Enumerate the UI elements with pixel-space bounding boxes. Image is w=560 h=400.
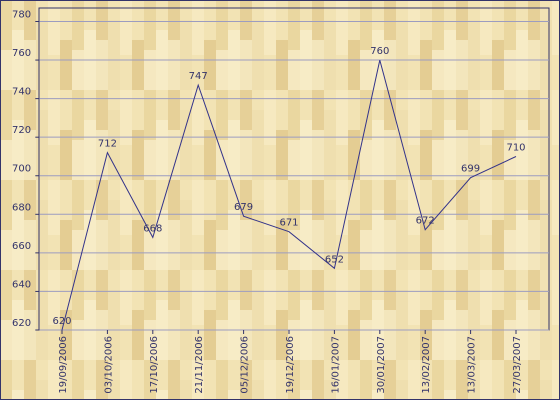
y-tick-label: 700	[12, 164, 31, 175]
x-tick-label: 19/09/2006	[58, 336, 69, 394]
x-tick-label: 19/12/2006	[285, 336, 296, 394]
data-label: 652	[325, 254, 344, 265]
y-tick-label: 760	[12, 48, 31, 59]
data-label: 710	[506, 142, 525, 153]
data-label: 679	[234, 202, 253, 213]
data-label: 668	[143, 223, 162, 234]
data-label: 699	[461, 164, 480, 175]
y-tick-label: 740	[12, 87, 31, 98]
data-label: 712	[98, 139, 117, 150]
x-tick-label: 05/12/2006	[240, 336, 251, 394]
data-label: 672	[416, 216, 435, 227]
line	[61, 59, 517, 331]
x-tick-label: 03/10/2006	[103, 336, 114, 394]
y-tick-label: 620	[12, 318, 31, 329]
x-tick-label: 30/01/2007	[376, 336, 387, 394]
y-tick-label: 780	[12, 9, 31, 20]
y-tick-label: 680	[12, 202, 31, 213]
data-label: 747	[189, 71, 208, 82]
x-tick-label: 13/03/2007	[467, 336, 478, 394]
x-tick-label: 27/03/2007	[512, 336, 523, 394]
y-tick-label: 720	[12, 125, 31, 136]
x-tick-label: 13/02/2007	[421, 336, 432, 394]
data-label: 671	[279, 218, 298, 229]
y-tick-label: 640	[12, 279, 31, 290]
y-tick-label: 660	[12, 241, 31, 252]
x-tick-label: 17/10/2006	[149, 336, 160, 394]
data-label: 760	[370, 46, 389, 57]
data-label: 620	[52, 316, 71, 327]
x-tick-label: 21/11/2006	[194, 336, 205, 394]
x-tick-label: 16/01/2007	[330, 336, 341, 394]
